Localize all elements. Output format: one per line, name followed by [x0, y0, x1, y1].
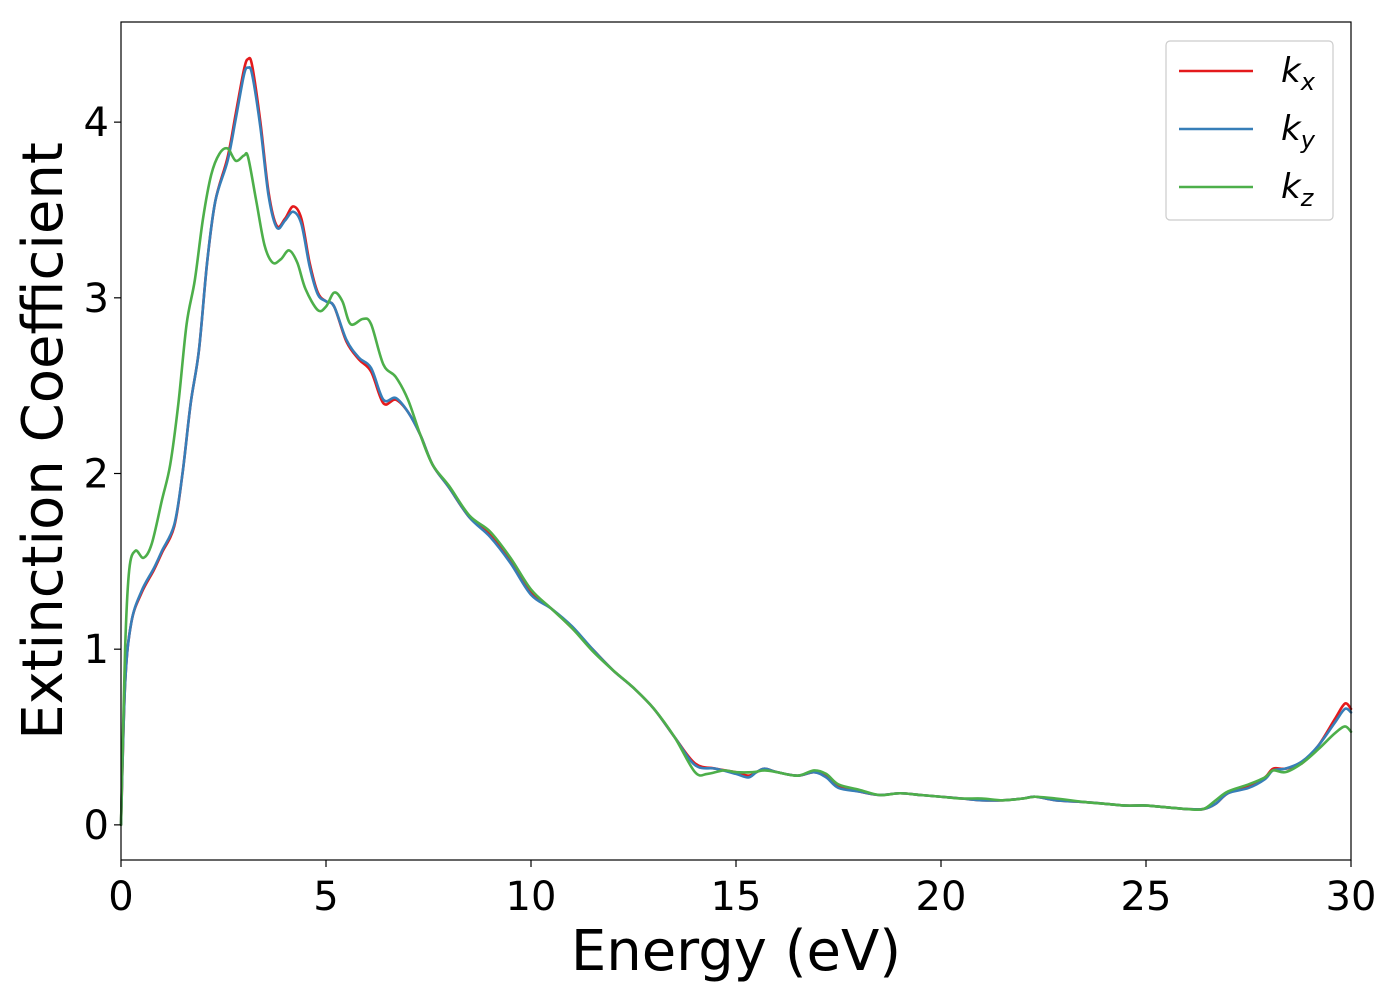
y-tick-label: 2 [84, 452, 109, 498]
plot-background [121, 22, 1351, 860]
y-tick-label: 4 [84, 100, 109, 146]
y-axis-ticks: 0 1 2 3 4 [84, 100, 121, 849]
x-tick-label: 5 [313, 874, 338, 920]
x-axis-label: Energy (eV) [571, 919, 901, 984]
x-axis-ticks: 0 5 10 15 20 25 30 [108, 860, 1376, 920]
x-tick-label: 25 [1121, 874, 1172, 920]
y-tick-label: 1 [84, 627, 109, 673]
x-tick-label: 20 [916, 874, 967, 920]
series-layer [119, 56, 1353, 827]
x-tick-label: 15 [711, 874, 762, 920]
y-tick-label: 0 [84, 803, 109, 849]
series-line-z [119, 146, 1353, 827]
legend-box [1165, 40, 1334, 221]
y-axis-label: Extinction Coefficient [11, 142, 76, 740]
x-tick-label: 30 [1326, 874, 1377, 920]
y-tick-label: 3 [84, 276, 109, 322]
x-tick-label: 10 [506, 874, 557, 920]
x-tick-label: 0 [108, 874, 133, 920]
